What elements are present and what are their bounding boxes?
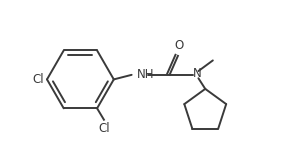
Text: Cl: Cl (32, 73, 44, 86)
Text: Cl: Cl (98, 122, 110, 135)
Text: N: N (192, 67, 201, 80)
Text: NH: NH (137, 68, 155, 81)
Text: O: O (175, 39, 184, 52)
